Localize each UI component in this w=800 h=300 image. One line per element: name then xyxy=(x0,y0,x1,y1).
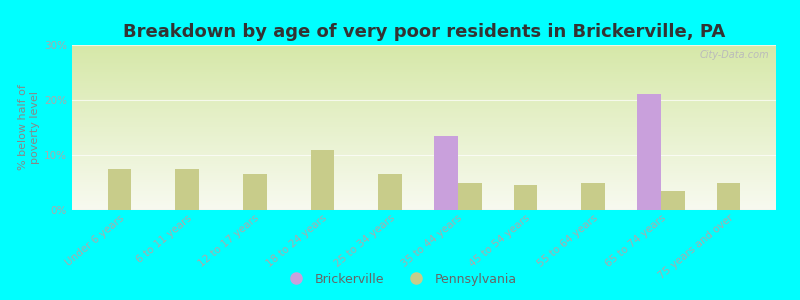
Bar xyxy=(175,169,199,210)
Bar xyxy=(582,182,605,210)
Bar xyxy=(514,185,538,210)
Legend: Brickerville, Pennsylvania: Brickerville, Pennsylvania xyxy=(278,268,522,291)
Bar xyxy=(378,174,402,210)
Bar xyxy=(243,174,266,210)
Bar xyxy=(638,94,661,210)
Title: Breakdown by age of very poor residents in Brickerville, PA: Breakdown by age of very poor residents … xyxy=(123,23,725,41)
Y-axis label: % below half of
poverty level: % below half of poverty level xyxy=(18,85,40,170)
Bar xyxy=(434,136,458,210)
Text: City-Data.com: City-Data.com xyxy=(699,50,769,60)
Bar xyxy=(661,191,685,210)
Bar xyxy=(717,182,741,210)
Bar xyxy=(458,182,482,210)
Bar xyxy=(107,169,131,210)
Bar xyxy=(310,149,334,210)
